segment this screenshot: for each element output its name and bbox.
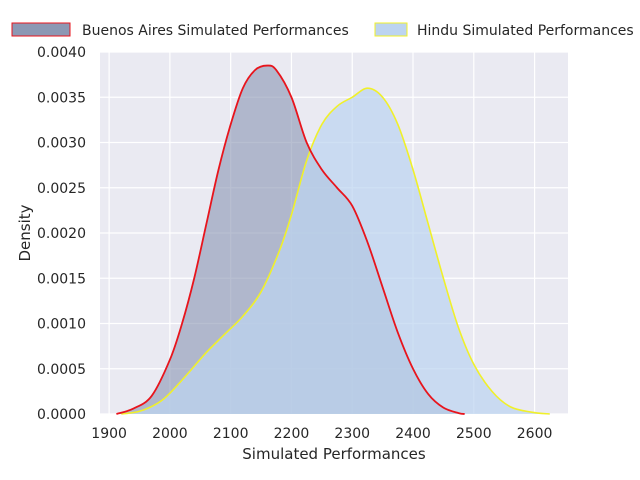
x-tick-label: 2400 — [395, 426, 431, 442]
y-tick-label: 0.0010 — [37, 317, 86, 333]
y-tick-label: 0.0040 — [37, 45, 86, 61]
density-areas — [116, 64, 550, 415]
x-tick-label: 2200 — [274, 426, 310, 442]
y-tick-label: 0.0035 — [37, 90, 86, 106]
legend-swatch-2 — [374, 22, 408, 37]
legend: Buenos Aires Simulated Performances Hindu… — [11, 22, 634, 39]
x-axis-ticks: 1900 2000 2100 2200 2300 2400 2500 2600 — [91, 426, 552, 442]
series-2-line — [121, 87, 550, 415]
y-axis-ticks: 0.0000 0.0005 0.0010 0.0015 0.0020 0.0025 0.00… — [37, 45, 86, 423]
y-tick-label: 0.0025 — [37, 181, 86, 197]
x-tick-label: 2300 — [334, 426, 370, 442]
y-tick-label: 0.0015 — [37, 271, 86, 287]
y-tick-label: 0.0000 — [37, 407, 86, 423]
legend-label-2: Hindu Simulated Performances — [417, 23, 634, 39]
x-tick-label: 2000 — [152, 426, 188, 442]
y-tick-label: 0.0005 — [37, 362, 86, 378]
x-tick-label: 2100 — [213, 426, 249, 442]
x-axis-label: Simulated Performances — [242, 445, 426, 463]
legend-label-1: Buenos Aires Simulated Performances — [82, 23, 349, 39]
series-1-line — [116, 64, 465, 415]
y-tick-label: 0.0020 — [37, 226, 86, 242]
y-tick-label: 0.0030 — [37, 136, 86, 152]
y-axis-label: Density — [16, 204, 34, 261]
series-2-fill — [121, 88, 550, 414]
legend-swatch-1 — [11, 22, 71, 37]
x-tick-label: 1900 — [91, 426, 127, 442]
x-tick-label: 2500 — [456, 426, 492, 442]
x-tick-label: 2600 — [517, 426, 553, 442]
